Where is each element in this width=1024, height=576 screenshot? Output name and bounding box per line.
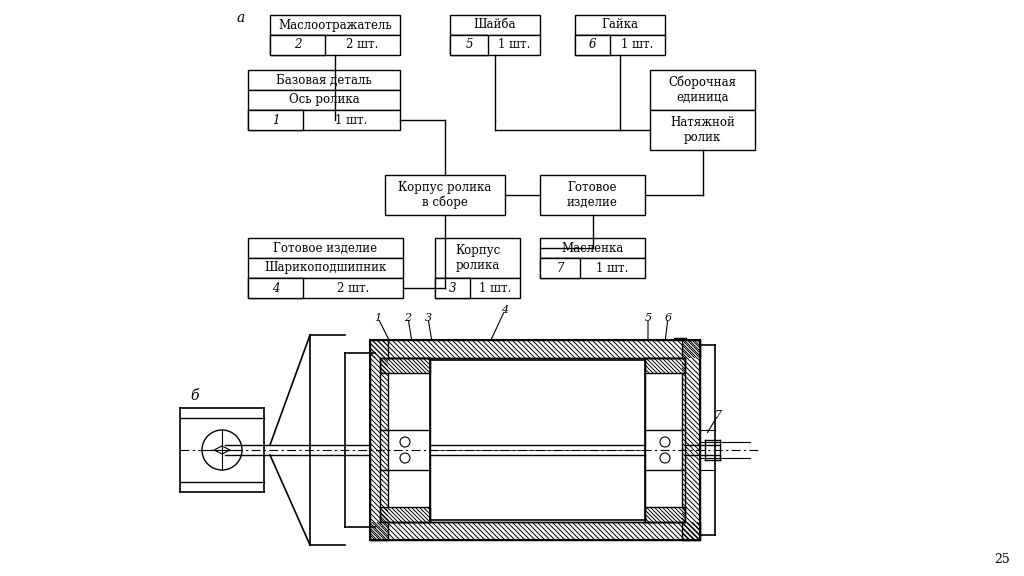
Bar: [248, 278, 303, 298]
Text: 5: 5: [644, 313, 651, 323]
Text: 7: 7: [556, 262, 564, 275]
Bar: [575, 15, 665, 35]
Bar: [450, 35, 540, 55]
Text: Корпус ролика
в сборе: Корпус ролика в сборе: [398, 181, 492, 209]
Bar: [248, 278, 403, 298]
Bar: [650, 110, 755, 150]
Text: 1: 1: [375, 313, 382, 323]
Text: 1 шт.: 1 шт.: [622, 39, 653, 51]
Bar: [540, 258, 580, 278]
Bar: [248, 110, 303, 130]
Bar: [380, 507, 430, 522]
Bar: [385, 175, 505, 215]
Bar: [270, 15, 400, 35]
Text: Масленка: Масленка: [561, 241, 624, 255]
Text: Шайба: Шайба: [474, 18, 516, 32]
Text: 1 шт.: 1 шт.: [596, 262, 629, 275]
Text: 25: 25: [994, 553, 1010, 566]
Text: Ось ролика: Ось ролика: [289, 93, 359, 107]
Text: 1 шт.: 1 шт.: [335, 113, 368, 127]
Bar: [370, 340, 388, 540]
Text: Корпус
ролика: Корпус ролика: [455, 244, 500, 272]
Bar: [540, 175, 645, 215]
Bar: [370, 522, 700, 540]
Text: 5: 5: [465, 39, 473, 51]
Bar: [435, 278, 520, 298]
Bar: [575, 35, 610, 55]
Text: 4: 4: [502, 305, 509, 315]
Bar: [645, 358, 685, 373]
Bar: [540, 258, 645, 278]
Bar: [450, 35, 488, 55]
Text: Шарикоподшипник: Шарикоподшипник: [264, 262, 387, 275]
Bar: [370, 340, 700, 358]
Bar: [248, 70, 400, 90]
Text: 4: 4: [271, 282, 280, 294]
Bar: [248, 90, 400, 110]
Text: 2 шт.: 2 шт.: [346, 39, 379, 51]
Text: 2: 2: [404, 313, 412, 323]
Text: 1 шт.: 1 шт.: [479, 282, 511, 294]
Bar: [248, 258, 403, 278]
Bar: [540, 238, 645, 258]
Bar: [435, 278, 470, 298]
Text: Базовая деталь: Базовая деталь: [276, 74, 372, 86]
Bar: [575, 35, 665, 55]
Text: б: б: [190, 389, 199, 403]
Text: 3: 3: [449, 282, 457, 294]
Text: 1: 1: [271, 113, 280, 127]
Text: а: а: [237, 11, 246, 25]
Text: Маслоотражатель: Маслоотражатель: [279, 18, 392, 32]
Bar: [248, 238, 403, 258]
Text: Натяжной
ролик: Натяжной ролик: [670, 116, 735, 144]
Text: 6: 6: [589, 39, 596, 51]
Text: Готовое
изделие: Готовое изделие: [567, 181, 617, 209]
Bar: [650, 70, 755, 110]
Bar: [450, 15, 540, 35]
Text: 6: 6: [665, 313, 672, 323]
Bar: [645, 507, 685, 522]
Text: 2 шт.: 2 шт.: [337, 282, 370, 294]
Bar: [380, 358, 430, 373]
Text: Сборочная
единица: Сборочная единица: [669, 76, 736, 104]
Bar: [248, 110, 400, 130]
Text: 7: 7: [715, 410, 722, 420]
Text: 1 шт.: 1 шт.: [498, 39, 530, 51]
Text: Гайка: Гайка: [601, 18, 639, 32]
Text: Готовое изделие: Готовое изделие: [273, 241, 378, 255]
Text: 3: 3: [424, 313, 431, 323]
Bar: [435, 238, 520, 278]
Bar: [682, 340, 700, 540]
Text: 2: 2: [294, 39, 301, 51]
Bar: [270, 35, 325, 55]
Bar: [270, 35, 400, 55]
